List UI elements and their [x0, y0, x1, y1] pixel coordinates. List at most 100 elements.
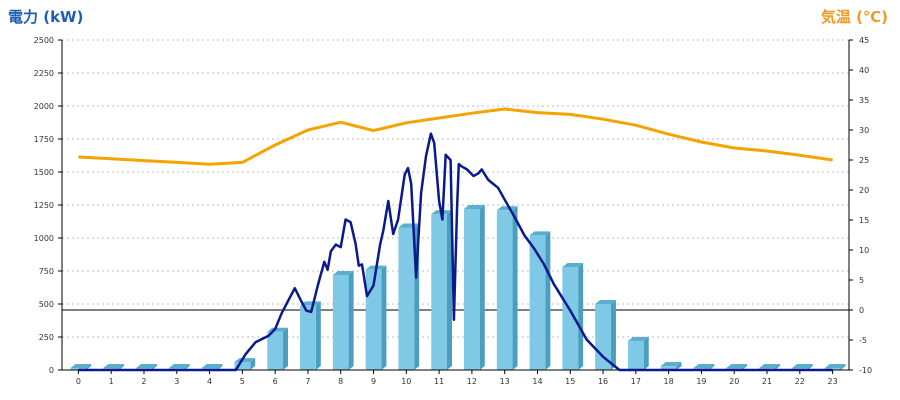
- bar-top: [759, 364, 780, 369]
- bar-top: [693, 364, 715, 369]
- x-tick-label: 4: [207, 377, 212, 386]
- right-tick-label: 20: [859, 186, 869, 195]
- right-tick-label: -5: [859, 336, 867, 345]
- right-tick-label: 30: [859, 126, 869, 135]
- power-line: [78, 132, 833, 372]
- bar: [398, 227, 415, 370]
- bar-top: [595, 300, 616, 304]
- bar-top: [726, 364, 748, 369]
- bar-top: [824, 364, 846, 369]
- bar-top: [332, 270, 354, 275]
- bar-top: [234, 358, 256, 363]
- bar: [824, 368, 841, 370]
- right-tick-label: 15: [859, 216, 869, 225]
- right-tick-label: 5: [859, 276, 864, 285]
- bar: [627, 340, 644, 370]
- bar-side: [512, 206, 518, 370]
- x-tick-label: 14: [532, 377, 542, 386]
- left-tick-label: 500: [39, 300, 54, 309]
- bar: [464, 208, 480, 370]
- bar-top: [103, 364, 125, 369]
- bar-side: [217, 364, 223, 370]
- bar-side: [709, 364, 715, 370]
- left-axis-title: 電力 (kW): [8, 8, 84, 26]
- bar-side: [742, 364, 748, 370]
- x-tick-label: 13: [500, 377, 510, 386]
- bar-side: [643, 336, 649, 370]
- bar-top: [300, 301, 321, 306]
- left-tick-label: 2500: [34, 36, 54, 45]
- x-tick-label: 23: [828, 377, 838, 386]
- x-tick-label: 8: [338, 377, 343, 386]
- bar-top: [529, 231, 551, 236]
- x-tick-label: 12: [467, 377, 477, 386]
- bar-side: [807, 364, 813, 370]
- bar-top: [168, 364, 190, 369]
- x-tick-label: 7: [305, 377, 310, 386]
- x-tick-label: 10: [401, 377, 411, 386]
- bar-side: [545, 231, 551, 370]
- x-tick-label: 19: [696, 377, 706, 386]
- bar-side: [315, 301, 321, 370]
- bar-side: [840, 364, 846, 370]
- x-tick-label: 22: [795, 377, 805, 386]
- bar-side: [610, 300, 616, 370]
- right-tick-label: 40: [859, 66, 869, 75]
- bar: [267, 331, 284, 370]
- temperature-line: [78, 107, 833, 166]
- bar: [300, 305, 316, 370]
- bar-top: [660, 362, 682, 367]
- bar-side: [151, 364, 157, 370]
- x-tick-label: 2: [141, 377, 146, 386]
- left-tick-label: 1750: [34, 135, 54, 144]
- x-tick-label: 5: [240, 377, 245, 386]
- bar-side: [381, 265, 387, 370]
- x-tick-label: 3: [174, 377, 179, 386]
- right-tick-label: 0: [859, 306, 864, 315]
- right-tick-label: -10: [859, 366, 872, 375]
- bar-side: [578, 263, 584, 370]
- x-tick-label: 20: [729, 377, 739, 386]
- bar-side: [348, 270, 354, 370]
- right-axis-title: 気温 (℃): [820, 8, 888, 26]
- right-tick-label: 25: [859, 156, 869, 165]
- bar-top: [627, 336, 649, 341]
- bar-top: [201, 364, 223, 369]
- bar-top: [464, 204, 485, 209]
- x-tick-label: 9: [371, 377, 376, 386]
- x-tick-label: 16: [598, 377, 608, 386]
- bar-top: [70, 364, 92, 369]
- bar: [660, 366, 677, 370]
- bar: [332, 274, 349, 370]
- bar: [234, 362, 251, 370]
- right-tick-label: 35: [859, 96, 869, 105]
- left-tick-label: 2000: [34, 102, 54, 111]
- bar-side: [446, 210, 452, 370]
- right-tick-label: 45: [859, 36, 869, 45]
- left-tick-label: 1250: [34, 201, 54, 210]
- x-tick-label: 1: [109, 377, 114, 386]
- x-tick-label: 15: [565, 377, 575, 386]
- bar-side: [250, 358, 256, 370]
- bar: [70, 368, 87, 370]
- bar-side: [184, 364, 190, 370]
- x-tick-label: 18: [664, 377, 674, 386]
- bar-side: [283, 327, 289, 370]
- x-tick-label: 11: [434, 377, 444, 386]
- left-tick-label: 1500: [34, 168, 54, 177]
- bar-side: [119, 364, 125, 370]
- bar-top: [136, 364, 157, 369]
- bar-top: [496, 206, 518, 211]
- left-tick-label: 250: [39, 333, 54, 342]
- left-tick-label: 750: [39, 267, 54, 276]
- left-tick-label: 1000: [34, 234, 54, 243]
- bar: [365, 269, 382, 370]
- bar: [431, 214, 447, 370]
- x-tick-label: 0: [76, 377, 81, 386]
- bar-side: [774, 364, 780, 370]
- x-tick-label: 6: [273, 377, 278, 386]
- bar-top: [562, 263, 584, 268]
- bar: [496, 210, 513, 370]
